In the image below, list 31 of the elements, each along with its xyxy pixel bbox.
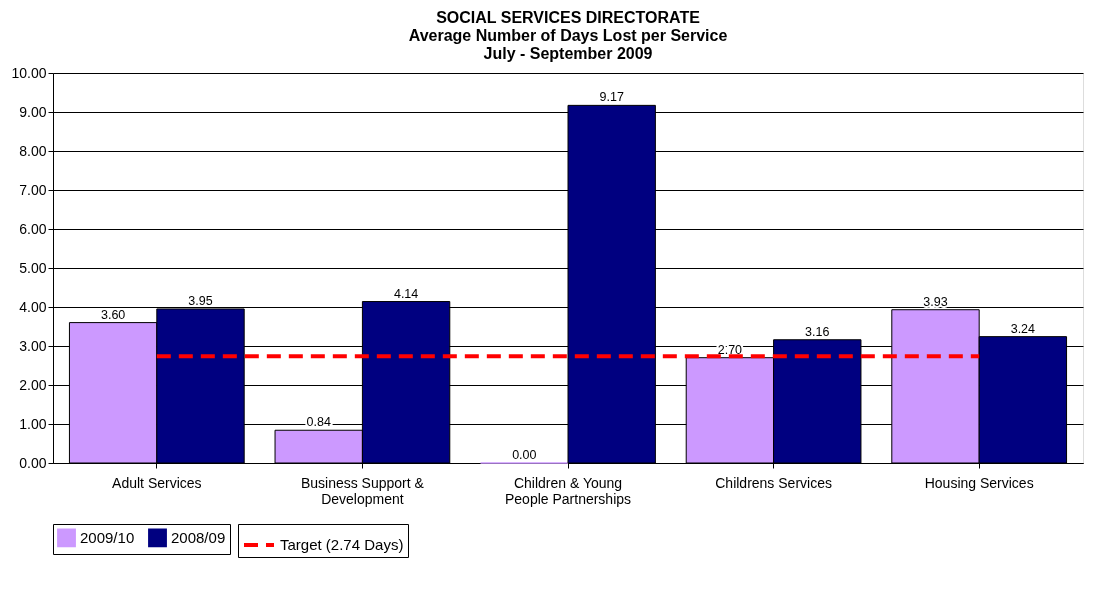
y-tick-label: 4.00 [19, 298, 47, 315]
data-label: 9.17 [599, 90, 624, 105]
x-tick-label: Adult Services [112, 474, 202, 491]
x-tick-label: Housing Services [924, 474, 1034, 491]
y-tick-label: 2.00 [19, 376, 47, 393]
legend-label: Target (2.74 Days) [280, 536, 404, 553]
data-label: 3.93 [923, 294, 948, 309]
data-label: 4.14 [393, 286, 419, 301]
y-tick-label: 8.00 [19, 142, 47, 159]
y-tick-label: 0.00 [19, 454, 47, 471]
y-tick-label: 6.00 [19, 220, 47, 237]
x-tick-label: Childrens Services [715, 474, 832, 491]
data-label: 0.00 [512, 448, 537, 462]
data-label: 3.24 [1010, 321, 1036, 336]
text: Average Number of Days Lost per Service [408, 27, 728, 44]
legend-label: 2008/09 [171, 528, 226, 546]
y-tick-label: 3.00 [19, 337, 47, 354]
y-tick-label: 5.00 [19, 259, 47, 276]
text: SOCIAL SERVICES DIRECTORATE [436, 9, 700, 26]
legend-label: 2009/10 [80, 528, 135, 546]
x-tick-label: Business Support & Development [300, 474, 425, 507]
y-tick-label: 7.00 [19, 181, 47, 198]
data-label: 2.70 [717, 342, 743, 357]
y-tick-label: 10.00 [11, 64, 47, 81]
x-tick-label: Children & Young People Partnerships [504, 474, 632, 507]
text: July - September 2009 [483, 45, 653, 62]
data-label: 3.16 [805, 324, 830, 339]
data-label: 3.95 [188, 293, 213, 308]
data-label: 3.60 [100, 307, 126, 322]
y-tick-label: 9.00 [19, 103, 47, 120]
y-tick-label: 1.00 [19, 415, 47, 432]
